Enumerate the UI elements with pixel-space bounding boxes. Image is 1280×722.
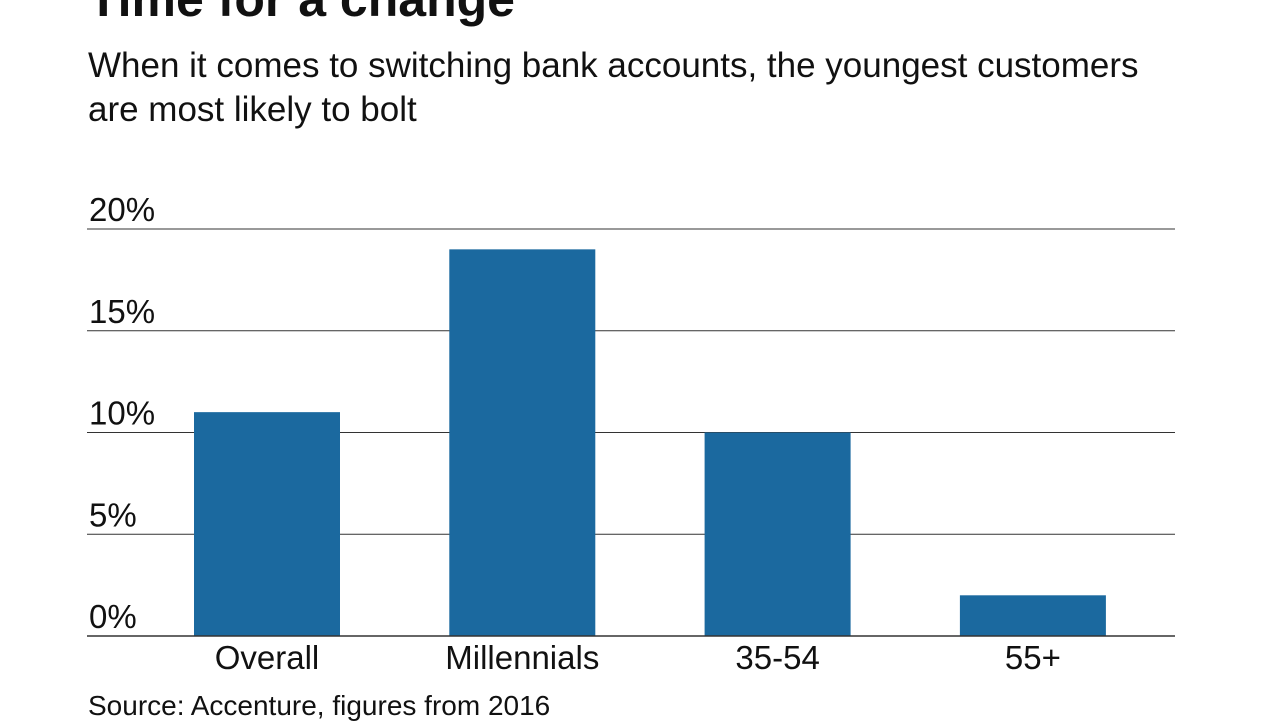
bar-overall <box>194 412 340 636</box>
chart-title: Time for a change <box>88 0 515 28</box>
source-note: Source: Accenture, figures from 2016 <box>88 690 551 721</box>
chart-subtitle: When it comes to switching bank accounts… <box>88 46 1139 129</box>
x-category-label: 35-54 <box>735 639 819 676</box>
y-tick-label: 20% <box>89 191 155 228</box>
x-category-label: Overall <box>215 639 320 676</box>
bar-millennials <box>449 249 596 636</box>
bar-35-54 <box>704 432 851 636</box>
y-tick-label: 15% <box>89 293 155 330</box>
y-tick-label: 10% <box>89 395 155 432</box>
bar-55- <box>959 595 1106 636</box>
y-tick-label: 0% <box>89 598 137 635</box>
x-category-label: Millennials <box>445 639 599 676</box>
y-tick-label: 5% <box>89 496 137 533</box>
x-category-label: 55+ <box>1005 639 1061 676</box>
